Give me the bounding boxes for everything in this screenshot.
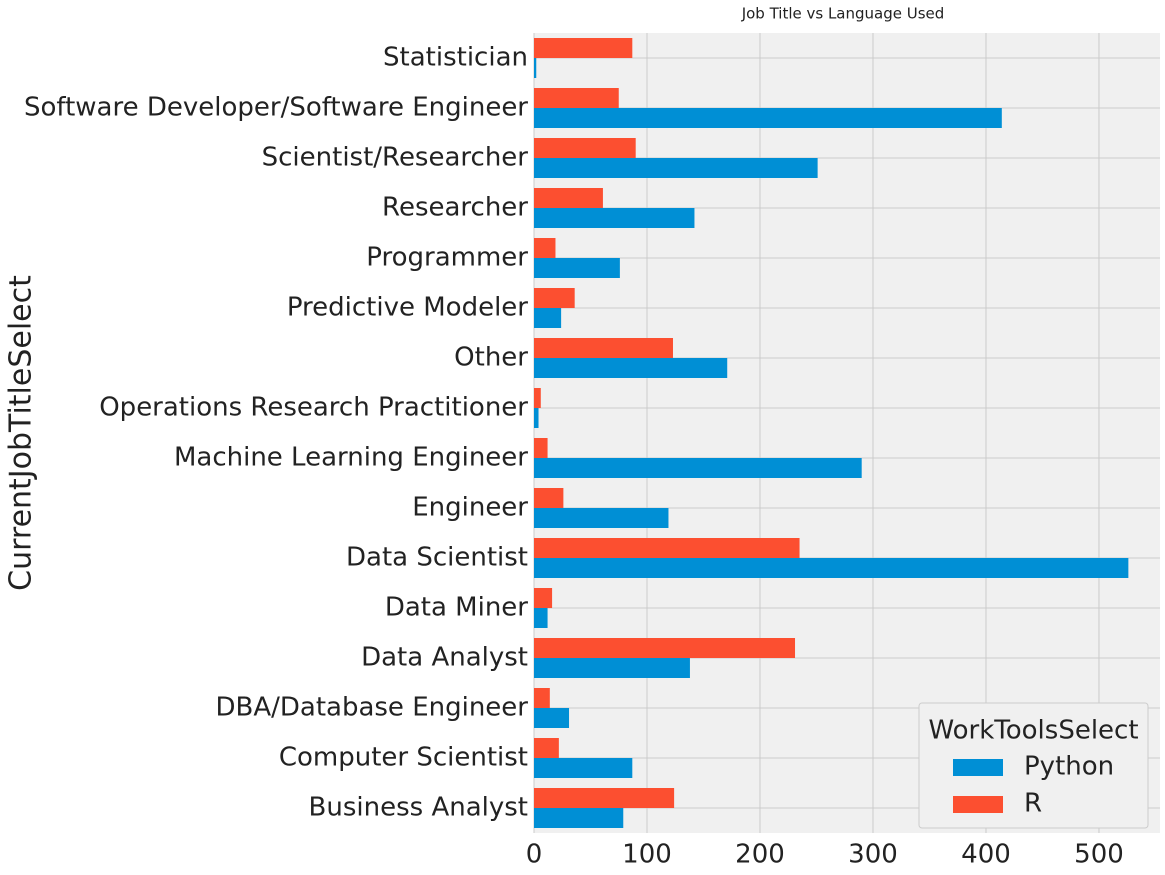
y-tick-label: Computer Scientist: [279, 743, 528, 773]
y-tick-label: Programmer: [366, 243, 528, 273]
bar: [534, 438, 548, 458]
bar: [534, 688, 550, 708]
y-axis-label: CurrentJobTitleSelect: [4, 275, 39, 591]
legend-label: R: [1024, 789, 1042, 819]
bar: [534, 738, 559, 758]
x-tick-label: 100: [622, 840, 672, 870]
y-tick-label: Other: [454, 343, 528, 373]
y-tick-label: Software Developer/Software Engineer: [24, 93, 528, 123]
bar: [534, 808, 624, 828]
bar: [534, 458, 862, 478]
legend-label: Python: [1024, 752, 1114, 782]
bar: [534, 208, 695, 228]
bar: [534, 638, 796, 658]
bar: [534, 288, 575, 308]
x-tick-label: 500: [1074, 840, 1124, 870]
bar: [534, 38, 633, 58]
y-tick-label: Data Miner: [385, 593, 528, 623]
legend-swatch: [953, 759, 1003, 776]
legend-swatch: [953, 796, 1003, 813]
bar: [534, 258, 620, 278]
x-tick-label: 0: [526, 840, 543, 870]
bar: [534, 108, 1002, 128]
bar: [534, 388, 541, 408]
y-tick-label: Researcher: [382, 193, 528, 223]
bar: [534, 758, 633, 778]
bar: [534, 138, 636, 158]
y-tick-label: Predictive Modeler: [287, 293, 528, 323]
y-tick-label: DBA/Database Engineer: [215, 693, 528, 723]
bar: [534, 588, 553, 608]
y-tick-label: Business Analyst: [309, 793, 528, 823]
bar: [534, 658, 690, 678]
bar: [534, 788, 675, 808]
bar: [534, 188, 603, 208]
bar: [534, 488, 564, 508]
y-tick-label: Operations Research Practitioner: [99, 393, 528, 423]
chart-title: Job Title vs Language Used: [741, 5, 945, 23]
y-tick-label: Engineer: [412, 493, 528, 523]
bar: [534, 338, 673, 358]
x-tick-label: 400: [961, 840, 1011, 870]
y-tick-label: Data Scientist: [346, 543, 528, 573]
x-tick-label: 200: [735, 840, 785, 870]
y-tick-label: Scientist/Researcher: [262, 143, 529, 173]
legend: WorkToolsSelect Python R: [918, 702, 1149, 829]
bar: [534, 608, 548, 628]
y-tick-label: Data Analyst: [361, 643, 528, 673]
bar: [534, 408, 539, 428]
bar: [534, 358, 728, 378]
x-tick-label: 300: [848, 840, 898, 870]
y-tick-label: Statistician: [383, 43, 528, 73]
y-tick-label: Machine Learning Engineer: [174, 443, 528, 473]
bar: [534, 558, 1129, 578]
bar: [534, 88, 619, 108]
legend-title: WorkToolsSelect: [928, 716, 1138, 746]
bar: [534, 308, 562, 328]
bar: [534, 238, 556, 258]
bar: [534, 538, 800, 558]
bar: [534, 158, 818, 178]
bar: [534, 708, 570, 728]
bar: [534, 58, 537, 78]
bar: [534, 508, 669, 528]
